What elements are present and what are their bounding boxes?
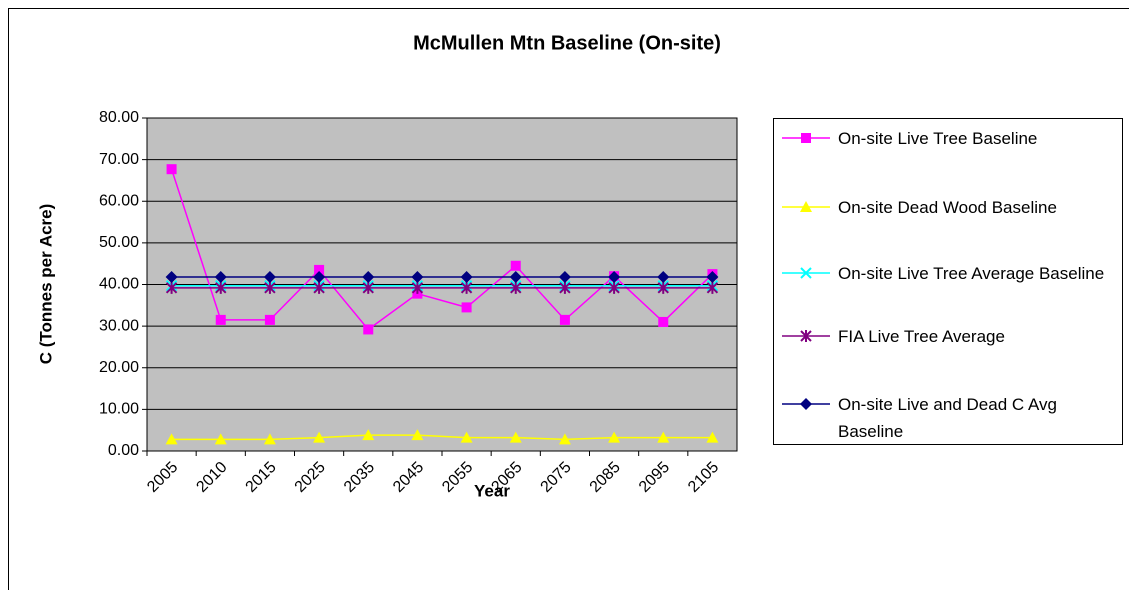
y-tick-label: 80.00 (99, 109, 139, 126)
marker (800, 201, 812, 212)
marker (362, 281, 374, 294)
marker (411, 281, 424, 294)
marker (263, 271, 276, 284)
legend-label: FIA Live Tree Average (838, 327, 1005, 346)
marker (657, 281, 669, 294)
marker (558, 433, 571, 445)
marker (657, 431, 670, 443)
legend-swatch (782, 330, 830, 342)
marker (165, 271, 178, 284)
legend-item: On-site Live and Dead C Avg Baseline (774, 391, 1118, 445)
y-tick-label: 40.00 (99, 276, 139, 293)
marker (313, 281, 325, 294)
marker (800, 267, 812, 279)
legend-label: On-site Live Tree Baseline (838, 129, 1038, 148)
legend-swatch (782, 133, 830, 143)
legend-swatch (782, 201, 830, 212)
chart-title: McMullen Mtn Baseline (On-site) (413, 32, 721, 54)
marker (313, 431, 326, 443)
marker (263, 433, 276, 445)
marker (608, 271, 621, 284)
y-tick-label: 20.00 (99, 359, 139, 376)
y-tick-label: 0.00 (108, 442, 139, 459)
marker (362, 271, 375, 284)
marker (509, 431, 522, 443)
marker (214, 271, 227, 284)
marker (658, 316, 669, 327)
series-line (171, 434, 713, 441)
marker (461, 302, 472, 313)
legend-item: On-site Dead Wood Baseline (774, 194, 1118, 221)
legend-label: On-site Live and Dead C Avg Baseline (838, 395, 1057, 441)
marker (165, 433, 178, 445)
y-tick-label: 10.00 (99, 401, 139, 418)
y-tick-label: 50.00 (99, 234, 139, 251)
marker (264, 281, 276, 294)
x-axis-title: Year (474, 481, 510, 500)
marker (706, 271, 719, 284)
marker (706, 281, 719, 294)
marker (215, 281, 227, 294)
marker (363, 324, 374, 335)
y-tick-label: 70.00 (99, 151, 139, 168)
marker (215, 314, 226, 325)
marker (460, 431, 473, 443)
marker (362, 429, 375, 441)
legend-label: On-site Live Tree Average Baseline (838, 264, 1105, 283)
marker (314, 264, 325, 275)
marker (460, 271, 473, 284)
marker (559, 314, 570, 325)
marker (608, 281, 620, 294)
legend-swatch (782, 267, 830, 279)
marker (166, 164, 177, 175)
y-tick-label: 60.00 (99, 192, 139, 209)
y-tick-label: 30.00 (99, 317, 139, 334)
legend: On-site Live Tree Baseline On-site Dead W… (773, 118, 1123, 445)
marker (558, 271, 571, 284)
marker (657, 271, 670, 284)
legend-label: On-site Dead Wood Baseline (838, 198, 1057, 217)
marker (264, 314, 275, 325)
marker (313, 271, 326, 284)
marker (800, 398, 812, 410)
marker (509, 271, 522, 284)
marker (411, 429, 424, 441)
y-axis-title: C (Tonnes per Acre) (36, 204, 55, 365)
marker (460, 281, 473, 294)
legend-item: FIA Live Tree Average (774, 323, 1118, 350)
marker (559, 281, 571, 294)
legend-item: On-site Live Tree Average Baseline (774, 260, 1118, 287)
legend-item: On-site Live Tree Baseline (774, 125, 1118, 152)
marker (800, 330, 812, 342)
marker (608, 431, 621, 443)
series-line (170, 168, 713, 331)
marker (801, 133, 811, 143)
marker (411, 271, 424, 284)
marker (510, 260, 521, 271)
marker (214, 433, 227, 445)
marker (706, 431, 719, 443)
marker (165, 281, 178, 294)
marker (510, 281, 522, 294)
legend-swatch (782, 398, 830, 410)
